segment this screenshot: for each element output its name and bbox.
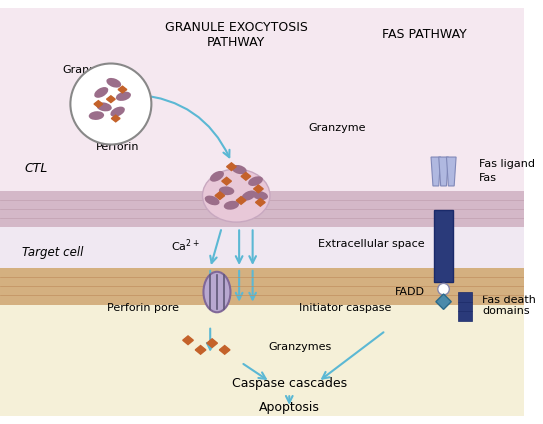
Ellipse shape bbox=[110, 106, 125, 117]
Text: Perforin: Perforin bbox=[96, 142, 140, 152]
FancyBboxPatch shape bbox=[0, 297, 523, 416]
Polygon shape bbox=[215, 192, 225, 199]
Text: Fas ligand: Fas ligand bbox=[479, 159, 535, 169]
Ellipse shape bbox=[204, 272, 230, 312]
Polygon shape bbox=[436, 294, 451, 310]
Ellipse shape bbox=[106, 78, 121, 88]
Polygon shape bbox=[219, 346, 230, 354]
Circle shape bbox=[71, 64, 151, 145]
Ellipse shape bbox=[94, 87, 108, 98]
Polygon shape bbox=[256, 198, 265, 206]
FancyBboxPatch shape bbox=[458, 292, 472, 302]
Polygon shape bbox=[431, 157, 441, 186]
Ellipse shape bbox=[97, 103, 112, 112]
FancyBboxPatch shape bbox=[0, 8, 523, 220]
FancyBboxPatch shape bbox=[458, 311, 472, 321]
FancyBboxPatch shape bbox=[0, 268, 523, 304]
FancyBboxPatch shape bbox=[0, 220, 523, 287]
Text: Fas: Fas bbox=[479, 173, 497, 183]
Text: Fas death
domains: Fas death domains bbox=[482, 295, 536, 316]
Text: Caspase cascades: Caspase cascades bbox=[232, 377, 347, 390]
Ellipse shape bbox=[205, 195, 219, 205]
Ellipse shape bbox=[242, 190, 256, 201]
Polygon shape bbox=[106, 96, 115, 103]
Polygon shape bbox=[254, 185, 263, 193]
Text: Apoptosis: Apoptosis bbox=[259, 401, 320, 414]
Ellipse shape bbox=[210, 171, 224, 182]
Text: CTL: CTL bbox=[25, 162, 48, 175]
Ellipse shape bbox=[224, 201, 239, 210]
Polygon shape bbox=[94, 100, 103, 107]
FancyBboxPatch shape bbox=[458, 302, 472, 311]
Ellipse shape bbox=[219, 187, 234, 195]
Text: FADD: FADD bbox=[395, 287, 425, 297]
Ellipse shape bbox=[232, 165, 247, 174]
Ellipse shape bbox=[252, 191, 268, 200]
Polygon shape bbox=[446, 157, 456, 186]
FancyBboxPatch shape bbox=[434, 210, 453, 282]
Polygon shape bbox=[195, 346, 206, 354]
Text: GRANULE EXOCYTOSIS
PATHWAY: GRANULE EXOCYTOSIS PATHWAY bbox=[165, 21, 308, 49]
Ellipse shape bbox=[248, 176, 263, 186]
Text: FAS PATHWAY: FAS PATHWAY bbox=[382, 28, 466, 41]
Text: Target cell: Target cell bbox=[22, 246, 84, 259]
Polygon shape bbox=[118, 86, 127, 93]
Ellipse shape bbox=[89, 111, 104, 120]
Text: Perforin pore: Perforin pore bbox=[107, 303, 179, 313]
Text: Extracellular space: Extracellular space bbox=[318, 239, 425, 249]
Polygon shape bbox=[236, 197, 246, 204]
Polygon shape bbox=[183, 336, 193, 345]
Circle shape bbox=[438, 283, 450, 295]
Text: Granzyme: Granzyme bbox=[308, 123, 366, 133]
Ellipse shape bbox=[116, 92, 131, 101]
Ellipse shape bbox=[203, 169, 270, 222]
Polygon shape bbox=[241, 173, 251, 180]
Text: Initiator caspase: Initiator caspase bbox=[299, 303, 392, 313]
Polygon shape bbox=[439, 157, 449, 186]
Text: Granule: Granule bbox=[62, 65, 107, 75]
Polygon shape bbox=[111, 115, 120, 122]
Polygon shape bbox=[222, 177, 231, 185]
Text: Granzymes: Granzymes bbox=[268, 342, 331, 352]
Polygon shape bbox=[207, 339, 217, 348]
Polygon shape bbox=[226, 163, 236, 170]
FancyBboxPatch shape bbox=[0, 191, 523, 227]
Text: Ca$^{2+}$: Ca$^{2+}$ bbox=[171, 237, 199, 254]
